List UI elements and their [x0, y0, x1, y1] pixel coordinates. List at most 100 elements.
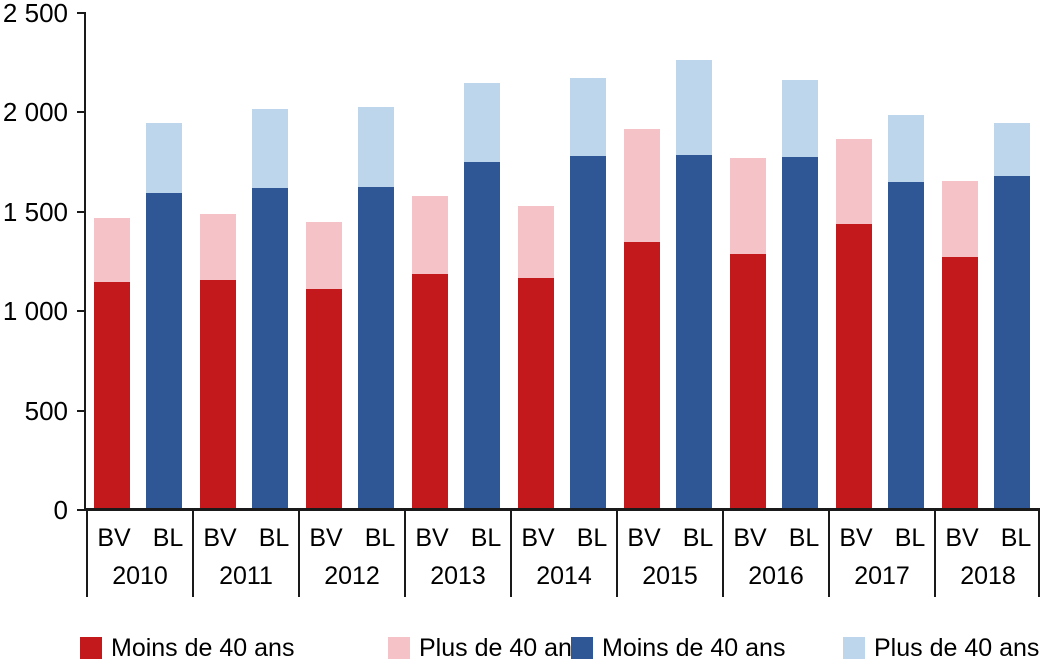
bar-bv-moins-2018: [942, 256, 978, 510]
bar-label-bv: BV: [97, 524, 131, 552]
bar-label-bv: BV: [415, 524, 449, 552]
bar-label-bv: BV: [839, 524, 873, 552]
legend-swatch-icon: [388, 637, 410, 659]
year-label: 2010: [112, 562, 168, 590]
y-tick-mark: [77, 310, 86, 313]
bar-bv-plus-2018: [942, 180, 978, 257]
legend-item-3: Moins de 40 ans: [571, 634, 785, 662]
bar-bv-plus-2013: [412, 195, 448, 275]
year-label: 2017: [854, 562, 910, 590]
bar-label-bl: BL: [258, 524, 290, 552]
bar-bv-moins-2015: [624, 241, 660, 510]
bar-bv-plus-2011: [200, 213, 236, 281]
y-tick-mark: [77, 409, 86, 412]
year-label: 2016: [748, 562, 804, 590]
bar-bv-moins-2017: [836, 223, 872, 510]
bar-bv-moins-2013: [412, 274, 448, 510]
year-group-2016: BV BL 2016: [722, 510, 828, 597]
year-group-2010: BV BL 2010: [86, 510, 192, 597]
legend-item-2: Plus de 40 ans: [388, 634, 584, 662]
year-group-2011: BV BL 2011: [192, 510, 298, 597]
year-group-2013: BV BL 2013: [404, 510, 510, 597]
bar-bl-moins-2014: [570, 156, 606, 510]
bar-bl-plus-2018: [994, 123, 1030, 176]
bar-label-bl: BL: [470, 524, 502, 552]
bar-bv-plus-2010: [94, 217, 130, 283]
bar-bl-plus-2010: [146, 123, 182, 193]
bar-bv-moins-2012: [306, 289, 342, 510]
y-tick-label: 1 500: [2, 196, 68, 227]
bar-bl-moins-2018: [994, 176, 1030, 510]
year-label: 2015: [642, 562, 698, 590]
bar-label-bv: BV: [945, 524, 979, 552]
y-tick-mark: [77, 12, 86, 14]
bar-label-bl: BL: [364, 524, 396, 552]
bar-bv-moins-2011: [200, 280, 236, 510]
year-group-2014: BV BL 2014: [510, 510, 616, 597]
year-group-2017: BV BL 2017: [828, 510, 934, 597]
x-axis-line: [84, 508, 1040, 511]
y-tick-mark: [77, 509, 86, 511]
y-tick-mark: [77, 210, 86, 213]
y-tick-label: 2 500: [2, 0, 68, 28]
y-axis-line: [84, 12, 86, 510]
bar-bl-plus-2012: [358, 107, 394, 187]
bar-bl-moins-2010: [146, 192, 182, 510]
bar-label-bl: BL: [576, 524, 608, 552]
legend-label: Moins de 40 ans: [111, 634, 295, 662]
year-label: 2011: [219, 562, 273, 590]
bar-bv-moins-2010: [94, 282, 130, 510]
y-tick-mark: [77, 111, 86, 114]
legend-swatch-icon: [80, 637, 102, 659]
year-label: 2013: [430, 562, 486, 590]
year-label: 2014: [536, 562, 592, 590]
bar-label-bl: BL: [788, 524, 820, 552]
bar-label-bv: BV: [627, 524, 661, 552]
bar-bl-plus-2015: [676, 59, 712, 156]
bar-bl-moins-2016: [782, 157, 818, 510]
y-tick-label: 0: [53, 495, 68, 525]
bar-label-bv: BV: [733, 524, 767, 552]
bar-bv-plus-2015: [624, 129, 660, 242]
bar-bv-plus-2014: [518, 205, 554, 279]
bar-label-bv: BV: [309, 524, 343, 552]
legend-label: Plus de 40 ans: [419, 634, 585, 662]
bar-bl-plus-2011: [252, 109, 288, 188]
bar-label-bv: BV: [521, 524, 555, 552]
bar-label-bl: BL: [152, 524, 184, 552]
bar-bl-moins-2013: [464, 162, 500, 510]
bar-label-bl: BL: [1000, 524, 1032, 552]
bar-label-bl: BL: [682, 524, 714, 552]
legend-item-1: Moins de 40 ans: [80, 634, 294, 662]
bar-label-bv: BV: [203, 524, 237, 552]
legend-swatch-icon: [571, 637, 593, 659]
bar-bl-moins-2012: [358, 186, 394, 510]
y-tick-label: 1 000: [2, 296, 68, 327]
y-tick-label: 2 000: [2, 97, 68, 128]
bar-bl-moins-2015: [676, 155, 712, 510]
y-tick-label: 500: [24, 395, 68, 426]
year-group-2015: BV BL 2015: [616, 510, 722, 597]
bar-bv-plus-2012: [306, 221, 342, 290]
bar-bl-moins-2017: [888, 181, 924, 510]
bar-bl-plus-2016: [782, 79, 818, 158]
bar-bv-plus-2016: [730, 158, 766, 254]
year-group-2012: BV BL 2012: [298, 510, 404, 597]
bar-bv-moins-2014: [518, 278, 554, 510]
bar-bl-moins-2011: [252, 187, 288, 510]
legend-item-4: Plus de 40 ans: [843, 634, 1039, 662]
bar-bv-plus-2017: [836, 139, 872, 224]
legend-label: Moins de 40 ans: [602, 634, 786, 662]
legend-label: Plus de 40 ans: [874, 634, 1040, 662]
bar-bl-plus-2014: [570, 77, 606, 157]
bar-bl-plus-2013: [464, 82, 500, 163]
bar-bv-moins-2016: [730, 253, 766, 510]
group-separator-end: [1038, 510, 1040, 597]
year-label: 2018: [960, 562, 1016, 590]
legend-swatch-icon: [843, 637, 865, 659]
bar-bl-plus-2017: [888, 115, 924, 182]
year-label: 2012: [324, 562, 380, 590]
bar-label-bl: BL: [894, 524, 926, 552]
year-group-2018: BV BL 2018: [934, 510, 1040, 597]
